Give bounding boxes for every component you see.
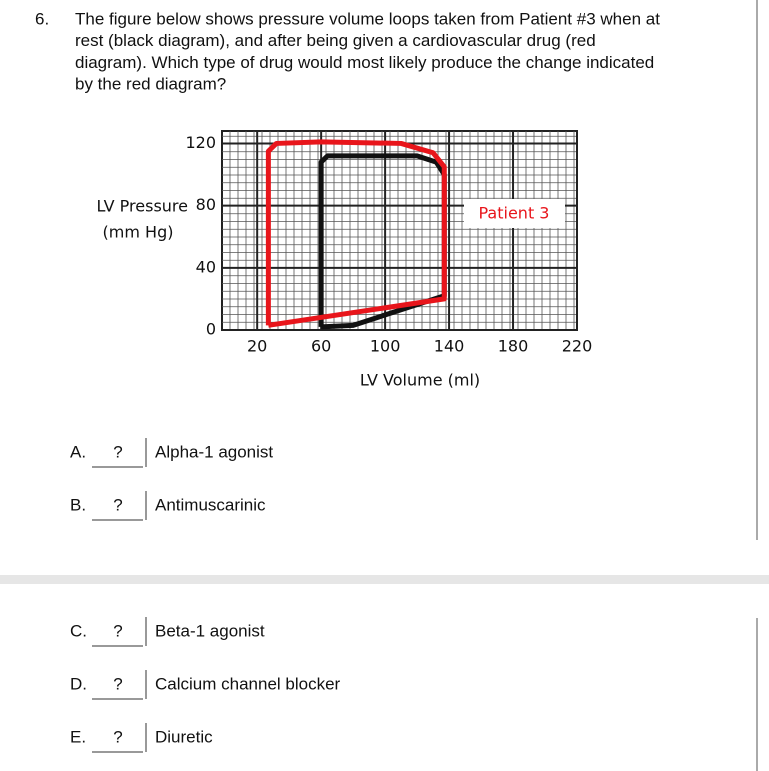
y-tick-label: 40 <box>196 257 216 276</box>
x-tick-label: 60 <box>311 337 331 356</box>
option-letter: E. <box>70 727 86 746</box>
y-axis-title: (mm Hg) <box>103 223 174 242</box>
y-tick-label: 0 <box>206 320 216 339</box>
option-answer: ? <box>113 495 122 514</box>
option-text: Diuretic <box>155 727 213 746</box>
option-letter: C. <box>70 621 87 640</box>
x-tick-label: 20 <box>247 337 267 356</box>
option-letter: D. <box>70 674 87 693</box>
x-axis-title: LV Volume (ml) <box>360 371 480 390</box>
option-letter: A. <box>70 442 86 461</box>
option-text: Alpha-1 agonist <box>155 442 273 461</box>
figure: 20 60 100 140 180 220 0 40 80 120 LV Pressure (mm H… <box>96 130 593 390</box>
option-text: Beta-1 agonist <box>155 621 265 640</box>
question-text: diagram). Which type of drug would most … <box>75 53 654 72</box>
annotation: Patient 3 <box>479 204 550 223</box>
pv-loop <box>265 139 447 328</box>
x-tick-label: 220 <box>562 337 593 356</box>
option-letter: B. <box>70 495 86 514</box>
option-answer: ? <box>113 727 122 746</box>
plot-area <box>221 130 578 331</box>
y-axis-title: LV Pressure <box>96 197 188 216</box>
option-answer: ? <box>113 674 122 693</box>
annotation-box <box>464 199 565 228</box>
x-tick-label: 180 <box>498 337 529 356</box>
option-answer: ? <box>113 621 122 640</box>
pv-loop <box>318 153 447 330</box>
option-text: Calcium channel blocker <box>155 674 341 693</box>
option-text: Antimuscarinic <box>155 495 266 514</box>
y-tick-label: 120 <box>185 133 216 152</box>
x-tick-label: 100 <box>370 337 401 356</box>
question-text: The figure below shows pressure volume l… <box>75 9 660 28</box>
option-answer: ? <box>113 442 122 461</box>
question-text: rest (black diagram), and after being gi… <box>75 31 596 50</box>
question-text: by the red diagram? <box>75 75 226 94</box>
question-number: 6. <box>35 9 49 28</box>
separator-bar <box>0 575 769 584</box>
x-tick-label: 140 <box>434 337 465 356</box>
y-tick-label: 80 <box>196 195 216 214</box>
